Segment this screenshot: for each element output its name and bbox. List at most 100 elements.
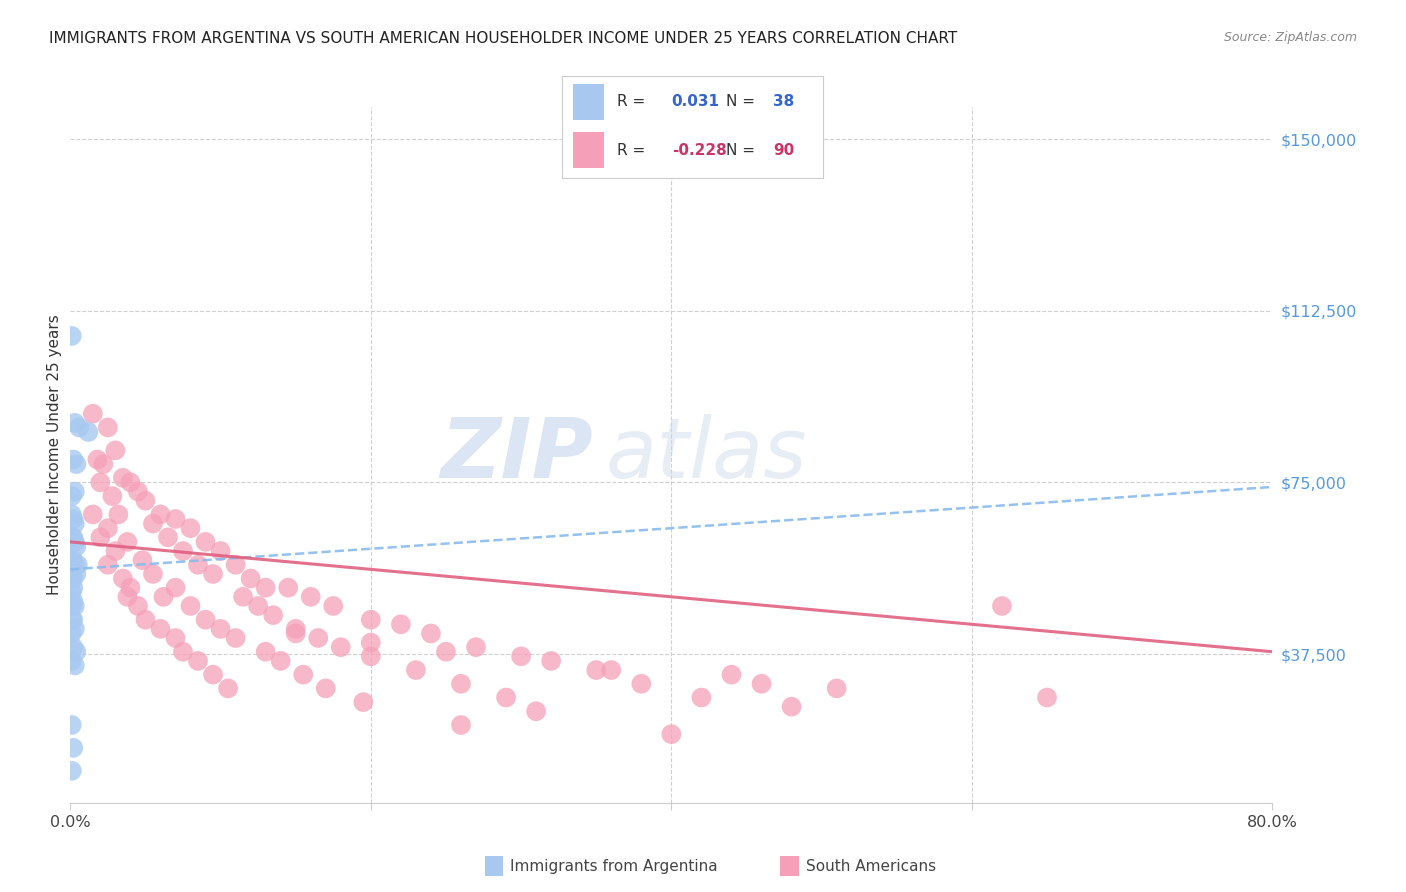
Point [495,690,517,705]
Point [62,572,84,586]
Point [62,594,84,608]
Point [60,329,83,343]
Point [299,590,322,604]
Point [187,654,209,668]
Point [97,558,120,572]
Point [165,581,187,595]
Text: ZIP: ZIP [440,415,593,495]
Point [60,585,83,599]
Point [63,416,86,430]
Point [60,489,83,503]
Text: Source: ZipAtlas.com: Source: ZipAtlas.com [1223,31,1357,45]
Text: R =: R = [617,143,650,158]
Text: R =: R = [617,95,650,110]
Text: 38: 38 [773,95,794,110]
Point [82,407,104,421]
Point [450,677,472,691]
Point [1036,690,1059,705]
Point [389,617,412,632]
Point [66,558,89,572]
Point [165,512,187,526]
Point [62,512,84,526]
Point [152,590,174,604]
Point [524,704,547,718]
Point [62,581,84,595]
Point [62,530,84,544]
Point [630,677,652,691]
Point [180,521,202,535]
Point [60,764,83,778]
Point [63,558,86,572]
Text: -0.228: -0.228 [672,143,727,158]
Bar [572,132,605,168]
Point [202,566,225,581]
Point [60,654,83,668]
Point [63,658,86,673]
Point [329,640,352,655]
Point [254,581,277,595]
Point [62,640,84,655]
Point [60,599,83,613]
Point [86,452,108,467]
Point [120,475,142,490]
Point [217,681,239,696]
Point [405,663,427,677]
Point [77,425,100,439]
Point [134,493,156,508]
Point [89,475,111,490]
Point [585,663,607,677]
Point [209,544,232,558]
Point [225,631,247,645]
Point [262,608,284,623]
Point [120,581,142,595]
Point [127,599,149,613]
Point [780,699,803,714]
Text: atlas: atlas [605,415,807,495]
Point [97,521,120,535]
Point [991,599,1014,613]
Point [67,420,90,434]
Point [62,553,84,567]
Point [165,631,187,645]
Point [600,663,623,677]
Point [209,622,232,636]
Point [127,484,149,499]
Point [101,489,124,503]
Point [82,508,104,522]
Point [270,654,292,668]
Point [315,681,337,696]
Point [247,599,270,613]
Point [661,727,683,741]
Point [60,718,83,732]
Point [360,635,382,649]
Text: Immigrants from Argentina: Immigrants from Argentina [510,859,718,873]
Point [62,740,84,755]
Point [63,622,86,636]
Text: N =: N = [727,95,761,110]
Text: 90: 90 [773,143,794,158]
Point [690,690,713,705]
Point [360,649,382,664]
Point [142,516,165,531]
Point [510,649,533,664]
Text: South Americans: South Americans [806,859,936,873]
Point [352,695,374,709]
Point [60,508,83,522]
Point [465,640,488,655]
Point [232,590,254,604]
Point [65,457,87,471]
Point [117,590,139,604]
Point [60,572,83,586]
Text: 0.031: 0.031 [672,95,720,110]
Point [434,645,457,659]
Point [825,681,848,696]
Point [156,530,179,544]
Point [194,534,217,549]
Point [62,613,84,627]
Point [239,572,262,586]
Point [149,622,172,636]
Point [107,508,129,522]
Point [420,626,443,640]
Point [751,677,773,691]
Point [277,581,299,595]
